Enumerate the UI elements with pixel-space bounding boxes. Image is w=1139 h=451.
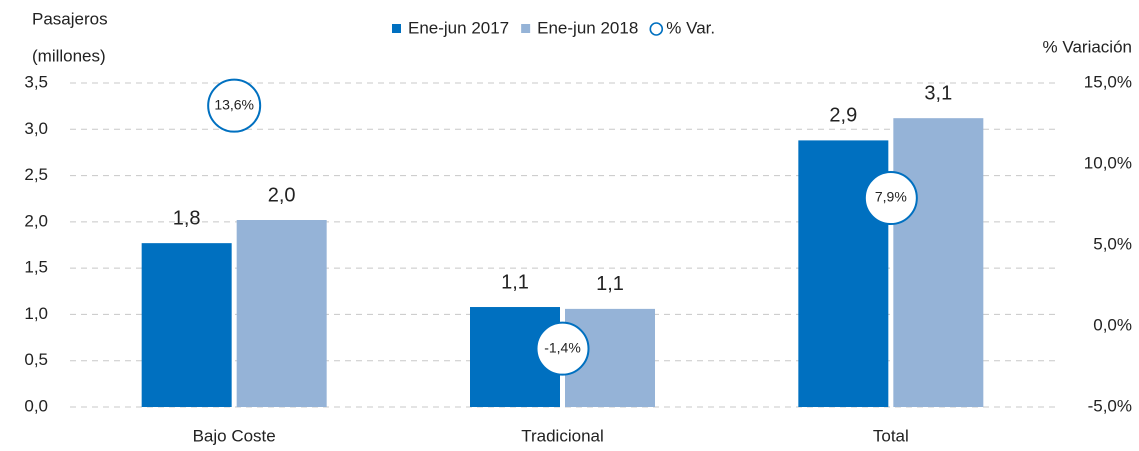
y2-tick-label: 10,0% [1084,153,1132,172]
x-tick-label: Total [873,426,909,445]
data-label: 3,1 [924,82,952,104]
data-label: 1,8 [173,207,201,229]
y2-tick-label: 0,0% [1093,315,1132,334]
bar [236,220,327,407]
y-tick-label: 1,0 [24,304,48,323]
y-tick-label: 0,0 [24,396,48,415]
y2-axis-label: % Variación [1043,37,1132,56]
data-label: 1,1 [501,271,529,293]
data-label: 2,0 [268,184,296,206]
y2-tick-label: -5,0% [1088,396,1132,415]
bar [893,118,984,408]
y2-tick-label: 5,0% [1093,234,1132,253]
legend-label: % Var. [666,18,715,37]
variation-marker [207,78,262,133]
variation-marker [535,321,590,376]
variation-label: 13,6% [214,96,254,112]
y-axis-label: Pasajeros [32,9,108,28]
x-tick-label: Tradicional [521,426,604,445]
variation-marker [863,171,918,226]
y2-tick-label: 15,0% [1084,72,1132,91]
y-axis-label: (millones) [32,46,106,65]
variation-label: -1,4% [544,339,581,355]
legend-marker [649,22,664,36]
y-tick-label: 2,5 [24,165,48,184]
legend-marker [392,24,401,33]
y-tick-label: 3,0 [24,119,48,138]
variation-label: 7,9% [875,189,907,205]
y-tick-label: 1,5 [24,258,48,277]
x-tick-label: Bajo Coste [193,426,276,445]
y-tick-label: 3,5 [24,72,48,91]
data-label: 1,1 [596,273,624,295]
legend-label: Ene-jun 2018 [537,18,638,37]
y-tick-label: 2,0 [24,211,48,230]
legend-label: Ene-jun 2017 [408,18,509,37]
bar [141,243,232,407]
y-tick-label: 0,5 [24,350,48,369]
data-label: 2,9 [829,105,857,127]
legend-marker [521,24,531,33]
